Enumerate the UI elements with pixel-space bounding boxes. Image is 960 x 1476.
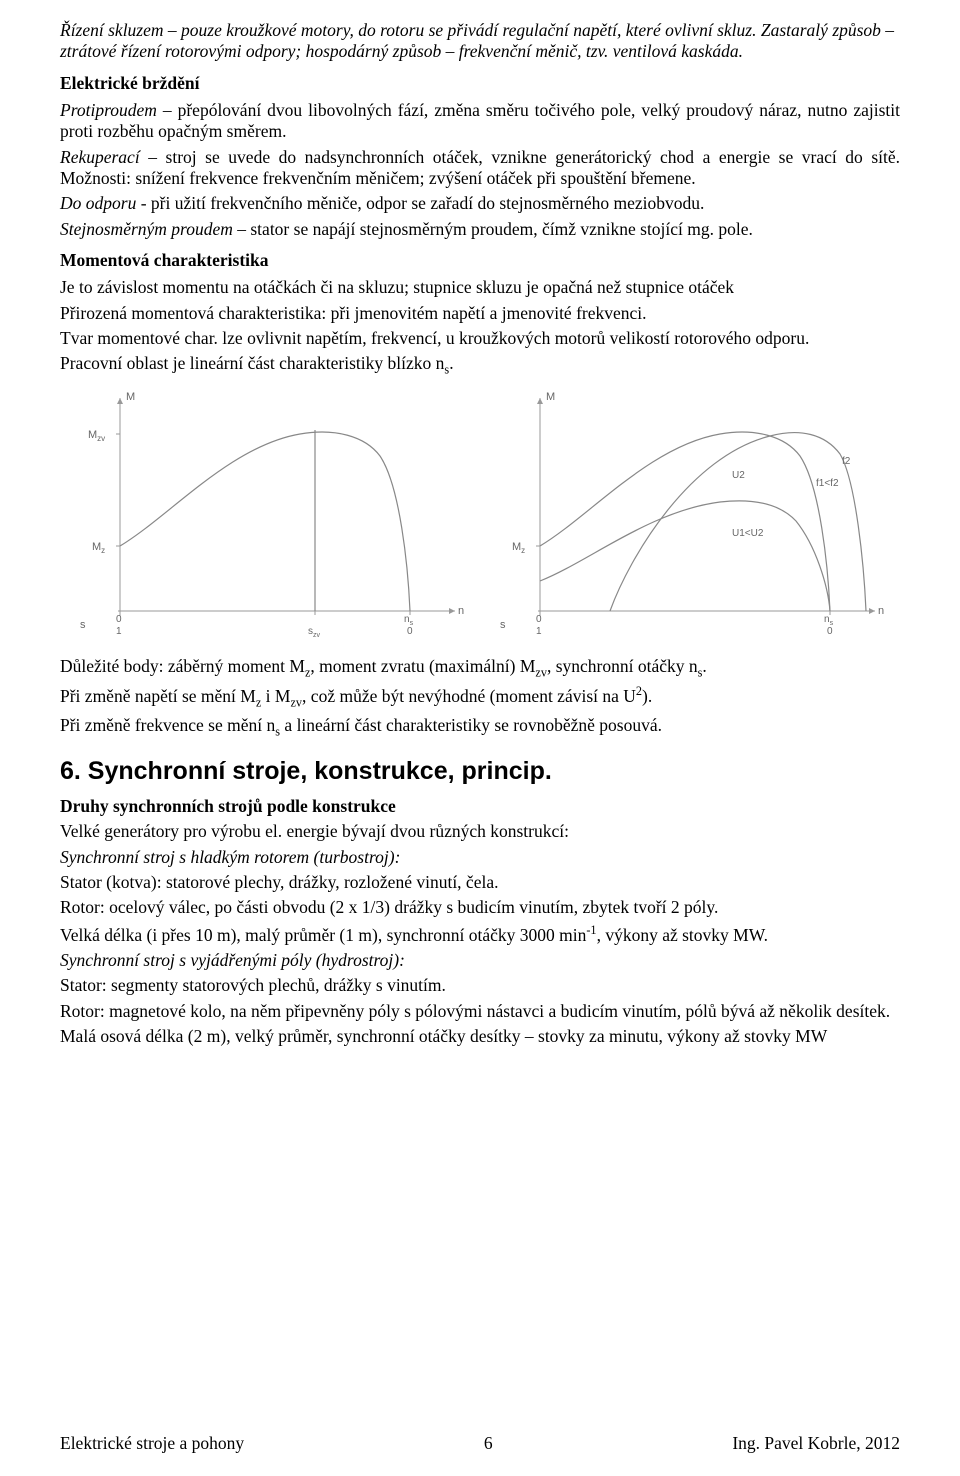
para-zmnap: Při změně napětí se mění Mz i Mzv, což m…: [60, 684, 900, 710]
label-protiproudem: Protiproudem: [60, 100, 157, 120]
y-axis-label: M: [126, 391, 135, 403]
x-axis-label-n: n: [458, 605, 464, 617]
x-tick-0-bot: 1: [116, 626, 122, 637]
text: ).: [642, 686, 652, 706]
para-mom-3: Tvar momentové char. lze ovlivnit napětí…: [60, 328, 900, 349]
x-tick-0-bot: 1: [536, 626, 542, 637]
x-tick-0-top: 0: [116, 614, 122, 625]
chart-right: Mz 0 1 ns 0 M n s U2 U1<U2 f2 f1<f2: [480, 386, 890, 646]
chart-left: Mzv Mz 0 1 szv ns 0 M n s: [60, 386, 470, 646]
para-druhy-1: Velké generátory pro výrobu el. energie …: [60, 821, 900, 842]
label-turbo: Synchronní stroj s hladkým rotorem (turb…: [60, 847, 900, 868]
y-axis-label: M: [546, 391, 555, 403]
text: Při změně napětí se mění M: [60, 686, 256, 706]
sub: zv: [290, 696, 302, 710]
text: – stator se napájí stejnosměrným proudem…: [233, 219, 753, 239]
x-tick-ns-bot: 0: [407, 626, 413, 637]
text: Velká délka (i přes 10 m), malý průměr (…: [60, 925, 586, 945]
title-elektricke-brzdeni: Elektrické brždění: [60, 73, 900, 94]
curve-u2: [540, 432, 830, 611]
text: , výkony až stovky MW.: [597, 925, 768, 945]
para-doodporu: Do odporu - při užití frekvenčního měnič…: [60, 193, 900, 214]
page-footer: Elektrické stroje a pohony 6 Ing. Pavel …: [60, 1433, 900, 1454]
text: , moment zvratu (maximální) M: [310, 656, 535, 676]
text: , což může být nevýhodné (moment závisí …: [302, 686, 636, 706]
text: Řízení skluzem – pouze kroužkové motory,…: [60, 20, 894, 61]
para-mom-1: Je to závislost momentu na otáčkách či n…: [60, 277, 900, 298]
label-hydro: Synchronní stroj s vyjádřenými póly (hyd…: [60, 950, 900, 971]
para-turbo-2: Rotor: ocelový válec, po části obvodu (2…: [60, 897, 900, 918]
y-tick-mz-label: Mz: [92, 541, 105, 555]
charts-row: Mzv Mz 0 1 szv n s 0 M n s: [60, 386, 900, 646]
label-doodporu: Do odporu: [60, 193, 136, 213]
text: Důležité body: záběrný moment M: [60, 656, 305, 676]
x-tick-szv-label: szv: [308, 626, 321, 639]
text: – stroj se uvede do nadsynchronních otáč…: [60, 147, 900, 188]
para-hydro-1: Stator: segmenty statorových plechů, drá…: [60, 975, 900, 996]
para-hydro-3: Malá osová délka (2 m), velký průměr, sy…: [60, 1026, 900, 1047]
heading-6: 6. Synchronní stroje, konstrukce, princi…: [60, 757, 900, 786]
para-turbo-1: Stator (kotva): statorové plechy, drážky…: [60, 872, 900, 893]
label-stejnosmer: Stejnosměrným proudem: [60, 219, 233, 239]
para-rizeni: Řízení skluzem – pouze kroužkové motory,…: [60, 20, 900, 63]
x-axis-label-n: n: [878, 605, 884, 617]
curve-f2: [610, 432, 866, 610]
label-u1: U1<U2: [732, 528, 764, 539]
x-axis-label-s: s: [500, 619, 506, 631]
y-tick-mz-label: Mz: [512, 541, 525, 555]
chart-right-svg: Mz 0 1 ns 0 M n s U2 U1<U2 f2 f1<f2: [480, 386, 890, 646]
text: Při změně frekvence se mění n: [60, 715, 275, 735]
text: – přepólování dvou libovolných fází, změ…: [60, 100, 900, 141]
title-druhy: Druhy synchronních strojů podle konstruk…: [60, 796, 900, 817]
sup: -1: [586, 923, 596, 937]
footer-page-number: 6: [484, 1433, 493, 1454]
label-f2: f2: [842, 456, 851, 467]
text: , synchronní otáčky n: [547, 656, 698, 676]
y-tick-mzv-label: Mzv: [88, 429, 105, 443]
para-zmfrek: Při změně frekvence se mění ns a lineárn…: [60, 715, 900, 739]
para-mom-4: Pracovní oblast je lineární část charakt…: [60, 353, 900, 377]
label-u2: U2: [732, 470, 745, 481]
para-protiproudem: Protiproudem – přepólování dvou libovoln…: [60, 100, 900, 143]
label-rekuperaci: Rekuperací: [60, 147, 140, 167]
x-tick-0-top: 0: [536, 614, 542, 625]
para-stejnosmer: Stejnosměrným proudem – stator se napájí…: [60, 219, 900, 240]
footer-left: Elektrické stroje a pohony: [60, 1433, 244, 1454]
x-axis-label-s: s: [80, 619, 86, 631]
para-turbo-3: Velká délka (i přes 10 m), malý průměr (…: [60, 923, 900, 946]
text: a lineární část charakteristiky se rovno…: [280, 715, 662, 735]
curve-u1: [540, 501, 830, 611]
sub: zv: [535, 665, 547, 679]
para-hydro-2: Rotor: magnetové kolo, na něm připevněny…: [60, 1001, 900, 1022]
footer-right: Ing. Pavel Kobrle, 2012: [732, 1433, 900, 1454]
title-momentova: Momentová charakteristika: [60, 250, 900, 271]
text: .: [449, 353, 453, 373]
text: - při užití frekvenčního měniče, odpor s…: [136, 193, 704, 213]
text: Pracovní oblast je lineární část charakt…: [60, 353, 444, 373]
para-dulezite: Důležité body: záběrný moment Mz, moment…: [60, 656, 900, 680]
label-f1f2: f1<f2: [816, 478, 839, 489]
para-mom-2: Přirozená momentová charakteristika: při…: [60, 303, 900, 324]
para-rekuperaci: Rekuperací – stroj se uvede do nadsynchr…: [60, 147, 900, 190]
text: i M: [261, 686, 290, 706]
x-tick-ns-bot: 0: [827, 626, 833, 637]
page: Řízení skluzem – pouze kroužkové motory,…: [0, 0, 960, 1476]
torque-curve: [120, 432, 410, 611]
text: .: [702, 656, 706, 676]
chart-left-svg: Mzv Mz 0 1 szv ns 0 M n s: [60, 386, 470, 646]
